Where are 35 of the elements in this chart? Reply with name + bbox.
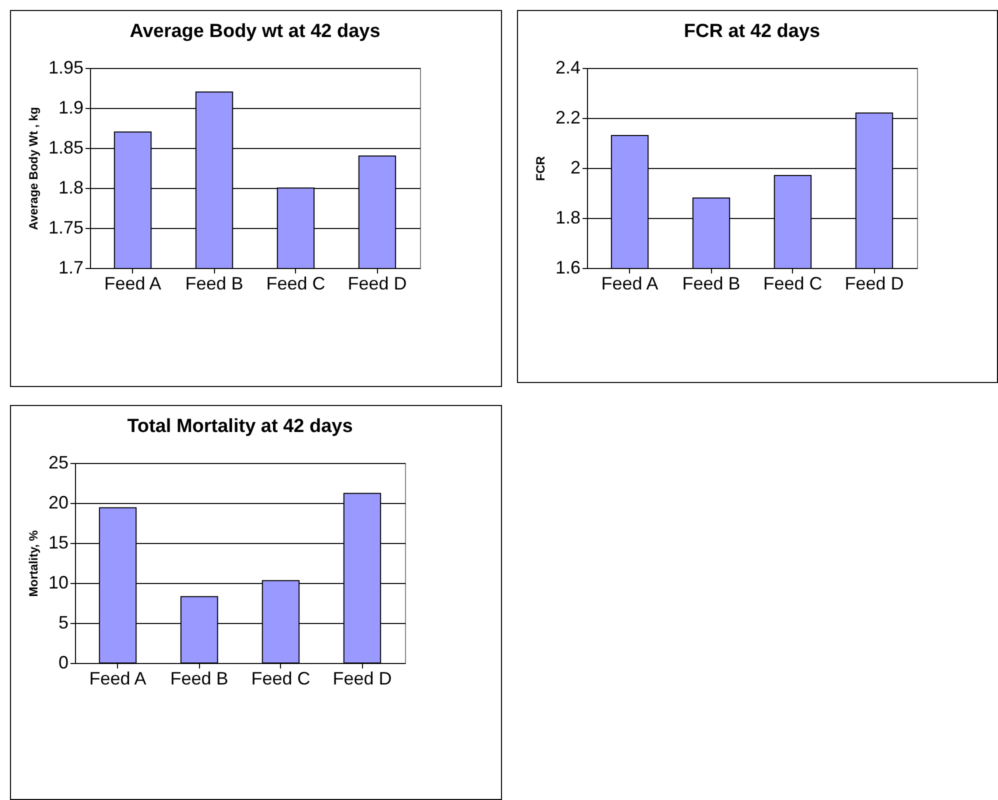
y-axis-title: Mortality, % bbox=[26, 530, 40, 597]
x-tick-label: Feed D bbox=[844, 274, 904, 294]
y-tick-label: 1.7 bbox=[58, 258, 84, 278]
y-tick-label: 2.4 bbox=[555, 58, 580, 78]
y-axis-title: Average Body Wt , kg bbox=[26, 107, 40, 230]
y-tick-label: 5 bbox=[58, 612, 68, 632]
x-tick-label: Feed B bbox=[185, 274, 244, 294]
x-tick-label: Feed B bbox=[682, 274, 740, 294]
x-tick-label: Feed D bbox=[348, 274, 407, 294]
y-tick-label: 1.8 bbox=[555, 208, 580, 228]
chart-title: Average Body wt at 42 days bbox=[130, 21, 380, 42]
y-tick-label: 2 bbox=[570, 158, 580, 178]
y-tick-label: 20 bbox=[48, 492, 68, 512]
y-tick-label: 1.95 bbox=[48, 58, 84, 78]
x-tick-label: Feed C bbox=[763, 274, 822, 294]
y-tick-label: 1.6 bbox=[555, 258, 580, 278]
x-tick-label: Feed C bbox=[266, 274, 326, 294]
y-tick-label: 1.9 bbox=[58, 98, 84, 118]
y-tick-label: 1.85 bbox=[48, 138, 84, 158]
x-tick-label: Feed A bbox=[104, 274, 162, 294]
y-tick-label: 2.2 bbox=[555, 108, 580, 128]
y-tick-label: 0 bbox=[58, 652, 68, 672]
y-tick-label: 15 bbox=[48, 532, 68, 552]
chart-title: FCR at 42 days bbox=[684, 21, 820, 42]
x-tick-label: Feed B bbox=[170, 668, 228, 688]
y-tick-label: 1.8 bbox=[58, 178, 84, 198]
x-tick-label: Feed A bbox=[89, 668, 146, 688]
chart-title: Total Mortality at 42 days bbox=[127, 416, 353, 437]
y-axis-title: FCR bbox=[533, 156, 548, 181]
x-tick-label: Feed A bbox=[601, 274, 658, 294]
y-tick-label: 10 bbox=[48, 572, 68, 592]
x-tick-label: Feed C bbox=[251, 668, 310, 688]
y-tick-label: 1.75 bbox=[48, 218, 84, 238]
y-tick-label: 25 bbox=[48, 452, 68, 472]
x-tick-label: Feed D bbox=[332, 668, 392, 688]
